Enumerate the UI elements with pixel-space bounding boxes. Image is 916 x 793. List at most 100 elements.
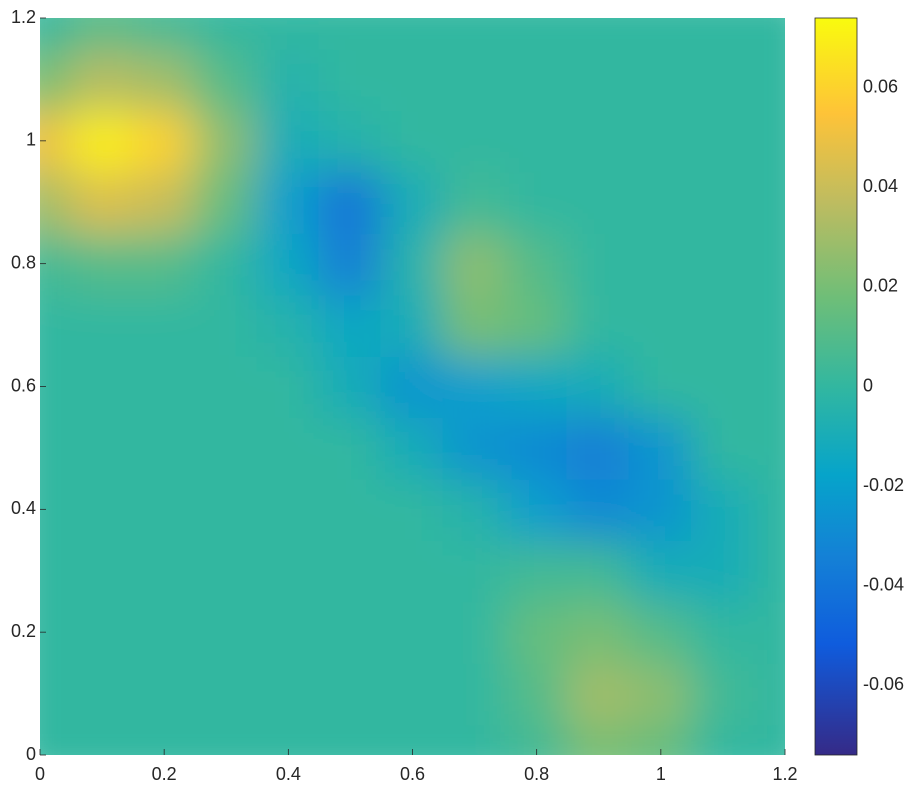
heat-cell: [70, 18, 135, 50]
heat-cell: [194, 293, 259, 357]
heat-cell: [256, 293, 321, 357]
heat-cell: [318, 354, 383, 419]
heat-cell: [504, 18, 569, 50]
y-tick-label: 0.8: [11, 252, 36, 272]
heat-cell: [194, 354, 259, 419]
heat-cell: [752, 723, 785, 755]
y-tick-label: 0.2: [11, 621, 36, 641]
heat-cell: [380, 18, 445, 50]
heat-cell: [442, 723, 507, 755]
heat-cell: [70, 47, 135, 112]
heat-cell: [504, 661, 569, 726]
heat-cell: [132, 600, 197, 664]
heat-cell: [132, 170, 197, 234]
heat-cell: [40, 170, 73, 234]
heat-cell: [442, 293, 507, 357]
heat-cell: [690, 477, 755, 542]
heat-cell: [690, 109, 755, 173]
heat-cell: [752, 600, 785, 664]
heat-cell: [256, 231, 321, 296]
heat-cell: [256, 109, 321, 173]
heat-cell: [628, 661, 693, 726]
heat-cell: [504, 109, 569, 173]
heat-cell: [504, 354, 569, 419]
heat-cell: [752, 477, 785, 542]
heat-cell: [132, 354, 197, 419]
heat-cell: [70, 170, 135, 234]
heat-cell: [442, 416, 507, 480]
heat-cell: [194, 539, 259, 603]
heat-cell: [752, 231, 785, 296]
heat-cell: [442, 18, 507, 50]
y-tick-label: 0: [26, 744, 36, 764]
heat-cell: [442, 539, 507, 603]
heat-cell: [690, 18, 755, 50]
heat-cell: [194, 170, 259, 234]
heat-cell: [380, 539, 445, 603]
heat-cell: [690, 539, 755, 603]
heat-cell: [504, 600, 569, 664]
heat-cell: [752, 293, 785, 357]
heat-cell: [442, 354, 507, 419]
heat-cell: [442, 600, 507, 664]
heat-cell: [628, 170, 693, 234]
colorbar-tick-label: -0.04: [863, 574, 904, 594]
heat-cell: [442, 109, 507, 173]
heat-cell: [690, 661, 755, 726]
heat-cell: [690, 231, 755, 296]
heat-cell: [380, 477, 445, 542]
heat-cell: [380, 416, 445, 480]
colorbar-tick-label: 0: [863, 375, 873, 395]
heat-cell: [752, 47, 785, 112]
heat-cell: [40, 539, 73, 603]
heat-cell: [380, 354, 445, 419]
heat-cell: [40, 416, 73, 480]
heat-cell: [132, 661, 197, 726]
x-tick-label: 0.4: [276, 764, 301, 784]
heat-cell: [566, 293, 631, 357]
heat-cell: [318, 109, 383, 173]
heat-cell: [194, 723, 259, 755]
heat-cell: [70, 354, 135, 419]
heat-cell: [752, 661, 785, 726]
heat-cell: [70, 293, 135, 357]
heat-cell: [442, 477, 507, 542]
y-tick-label: 0.4: [11, 498, 36, 518]
heat-cell: [70, 231, 135, 296]
heat-cell: [132, 539, 197, 603]
heat-cell: [628, 539, 693, 603]
heat-cell: [442, 231, 507, 296]
colorbar-tick-label: -0.06: [863, 674, 904, 694]
heat-cell: [566, 47, 631, 112]
heat-cell: [40, 293, 73, 357]
heat-cell: [70, 661, 135, 726]
heat-cell: [194, 600, 259, 664]
heat-cell: [690, 723, 755, 755]
heat-cell: [256, 18, 321, 50]
heat-cell: [566, 661, 631, 726]
heat-cell: [70, 416, 135, 480]
heat-cell: [256, 600, 321, 664]
heat-cell: [132, 477, 197, 542]
heat-cell: [194, 18, 259, 50]
colorbar-tick-label: -0.02: [863, 475, 904, 495]
heat-cell: [256, 416, 321, 480]
heat-cell: [628, 600, 693, 664]
heat-cell: [318, 416, 383, 480]
heat-cell: [752, 416, 785, 480]
heat-cell: [566, 18, 631, 50]
heat-cell: [132, 47, 197, 112]
heat-cell: [70, 477, 135, 542]
heat-cell: [690, 293, 755, 357]
heat-cell: [70, 600, 135, 664]
heat-cell: [752, 354, 785, 419]
x-tick-label: 1.2: [772, 764, 797, 784]
heat-cell: [256, 47, 321, 112]
axes: 0 0.2 0.4 0.6 0.8 1 1.2 0 0.2 0.4 0.6 0.8 1 1.2 -0.06 -…: [11, 7, 904, 784]
heat-cell: [566, 416, 631, 480]
heat-cell: [318, 47, 383, 112]
heat-cell: [132, 231, 197, 296]
heat-cell: [318, 477, 383, 542]
heat-cell: [70, 723, 135, 755]
heat-cell: [132, 416, 197, 480]
